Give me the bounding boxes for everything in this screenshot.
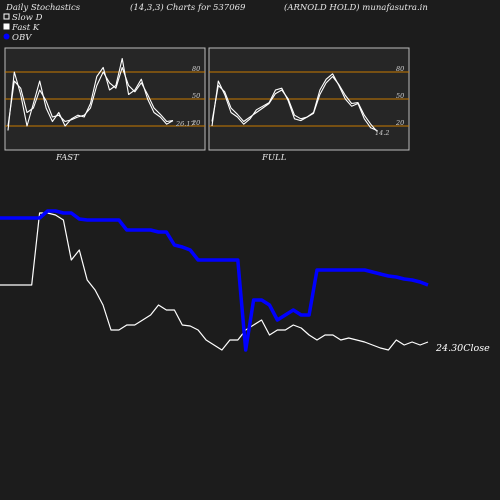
fast-series-line-1 bbox=[7, 57, 174, 131]
header-right: (ARNOLD HOLD) munafasutra.in bbox=[284, 2, 428, 13]
fast-stochastic-panel: 20 50 80 26.17 FAST bbox=[4, 47, 206, 163]
header-center: (14,3,3) Charts for 537069 bbox=[130, 2, 246, 13]
fast-last-value: 26.17 bbox=[175, 120, 195, 128]
last-close-number: 24.30 bbox=[435, 343, 463, 354]
fast-ytick-label: 80 bbox=[192, 65, 200, 73]
price-series-line bbox=[0, 212, 429, 351]
legend-label-fast-k: Fast K bbox=[11, 23, 40, 33]
full-panel-title: FULL bbox=[261, 153, 287, 163]
obv-price-panel bbox=[0, 209, 429, 352]
legend-swatch-obv bbox=[3, 33, 10, 40]
legend: Slow D Fast K OBV bbox=[3, 13, 43, 43]
last-close-word: Close bbox=[463, 343, 490, 354]
fast-ytick-label: 50 bbox=[192, 92, 200, 100]
fast-ytick-label: 20 bbox=[191, 119, 200, 127]
header-left: Daily Stochastics bbox=[5, 3, 81, 13]
full-series-line-1 bbox=[211, 73, 378, 132]
full-ytick-label: 50 bbox=[396, 92, 404, 100]
legend-swatch-fast-k bbox=[3, 23, 10, 30]
legend-label-obv: OBV bbox=[12, 33, 32, 43]
fast-series-line-2 bbox=[7, 66, 174, 127]
full-stochastic-panel: 20 50 80 14.2 FULL bbox=[208, 47, 410, 163]
fast-panel-title: FAST bbox=[55, 153, 80, 163]
last-close-value: 24.30Close bbox=[435, 343, 490, 354]
full-ytick-label: 20 bbox=[395, 119, 404, 127]
full-series-line-2 bbox=[211, 75, 378, 132]
legend-swatch-slow-d bbox=[3, 13, 10, 20]
full-last-value: 14.2 bbox=[375, 129, 389, 137]
legend-label-slow-d: Slow D bbox=[12, 13, 43, 23]
full-ytick-label: 80 bbox=[396, 65, 404, 73]
obv-series-line bbox=[0, 209, 429, 352]
